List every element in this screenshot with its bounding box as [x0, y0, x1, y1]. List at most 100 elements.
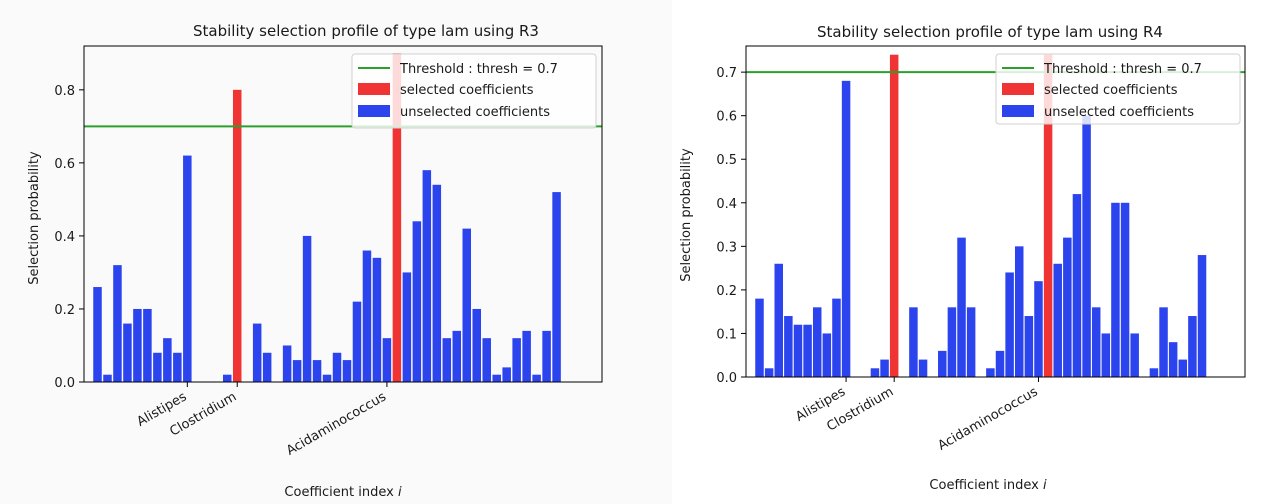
unselected-bar [966, 307, 976, 377]
selected-bar [232, 89, 242, 382]
legend-selected-swatch [358, 83, 390, 95]
plot-frame [745, 45, 1246, 378]
unselected-bar [1091, 307, 1101, 377]
unselected-bar [870, 368, 880, 377]
unselected-bar [918, 359, 928, 377]
legend-unselected-label: unselected coefficients [400, 105, 550, 120]
stability-chart-r3: Stability selection profile of type lam … [27, 22, 603, 500]
legend: Threshold : thresh = 0.7 selected coeffic… [351, 53, 597, 129]
legend-threshold-label: Threshold : thresh = 0.7 [1043, 62, 1202, 77]
y-tick-label: 0.4 [716, 197, 737, 212]
unselected-bar [764, 368, 774, 377]
chart-title: Stability selection profile of type lam … [817, 23, 1163, 41]
unselected-bar [841, 80, 851, 377]
unselected-bar [1014, 246, 1024, 377]
unselected-bar [442, 338, 452, 382]
unselected-bar [1197, 255, 1207, 377]
unselected-bar [1188, 316, 1197, 377]
unselected-bar [957, 237, 966, 377]
legend-selected-label: selected coefficients [400, 83, 534, 98]
x-axis-label: Coefficient index i [284, 485, 402, 500]
unselected-bar [1130, 333, 1139, 377]
y-tick-label: 0.8 [54, 84, 75, 99]
y-tick-label: 0.0 [54, 376, 75, 391]
unselected-bar [183, 155, 192, 382]
legend-unselected-swatch [1002, 105, 1034, 117]
x-axis-label-text: Coefficient index [284, 485, 398, 500]
unselected-bar [1082, 115, 1091, 378]
unselected-bar [1053, 263, 1062, 377]
unselected-bar [522, 330, 531, 382]
unselected-bar [1168, 342, 1178, 377]
unselected-bar [402, 272, 412, 382]
unselected-bar [552, 192, 561, 382]
legend-selected-swatch [1002, 83, 1034, 95]
x-axis-label-variable: i [1043, 478, 1047, 493]
unselected-bar [302, 235, 312, 382]
unselected-bar [262, 352, 272, 382]
unselected-bar [113, 265, 122, 382]
unselected-bar [947, 307, 957, 377]
unselected-bar [784, 316, 793, 377]
unselected-bar [995, 350, 1005, 377]
legend-box [995, 53, 1241, 125]
unselected-bar [1159, 307, 1168, 377]
unselected-bar [803, 324, 812, 377]
x-axis-label-variable: i [398, 485, 402, 500]
unselected-bar [880, 359, 889, 377]
unselected-bar [755, 298, 764, 377]
unselected-bar [909, 307, 918, 377]
unselected-bar [1072, 194, 1082, 377]
y-tick-label: 0.3 [716, 240, 737, 255]
unselected-bar [1149, 368, 1159, 377]
unselected-bar [352, 301, 362, 382]
y-tick-label: 0.2 [716, 284, 737, 299]
plot-frame [83, 45, 603, 383]
y-axis-label: Selection probability [679, 148, 694, 282]
unselected-bar [793, 324, 803, 377]
stability-chart-r4: Stability selection profile of type lam … [679, 23, 1246, 493]
unselected-bar [252, 323, 262, 382]
unselected-bar [774, 263, 783, 377]
unselected-bar [362, 250, 372, 382]
unselected-bar [322, 374, 332, 382]
y-tick-label: 0.5 [716, 153, 737, 168]
y-tick-label: 0.0 [716, 371, 737, 386]
unselected-bar [222, 374, 232, 382]
unselected-bar [1111, 202, 1120, 377]
legend-unselected-label: unselected coefficients [1044, 105, 1194, 120]
y-axis-ticks: 0.0 0.1 0.2 0.3 0.4 0.5 0.6 0.7 [716, 66, 746, 386]
chart-title: Stability selection profile of type lam … [193, 22, 539, 40]
legend: Threshold : thresh = 0.7 selected coeffic… [995, 53, 1241, 125]
legend-unselected-swatch [358, 105, 390, 117]
unselected-bar [1034, 281, 1043, 377]
unselected-bar [332, 352, 342, 382]
unselected-bar [482, 338, 491, 382]
unselected-bar [103, 374, 112, 382]
unselected-bar [462, 228, 472, 382]
unselected-bar [822, 333, 832, 377]
unselected-bar [123, 323, 132, 382]
y-tick-label: 0.7 [716, 66, 737, 81]
bars [93, 53, 561, 383]
unselected-bar [432, 184, 442, 382]
legend-threshold-label: Threshold : thresh = 0.7 [399, 62, 558, 77]
unselected-bar [1120, 202, 1130, 377]
legend-box [351, 53, 597, 129]
unselected-bar [282, 345, 292, 382]
unselected-bar [1178, 359, 1188, 377]
unselected-bar [812, 307, 822, 377]
selected-bar [889, 54, 899, 378]
unselected-bar [372, 257, 382, 382]
x-tick-label: Acidaminococcus [936, 384, 1041, 453]
unselected-bar [512, 338, 521, 382]
y-tick-label: 0.1 [716, 327, 737, 342]
unselected-bar [542, 330, 551, 382]
unselected-bar [312, 360, 322, 382]
y-axis-label: Selection probability [27, 151, 42, 285]
legend-selected-label: selected coefficients [1044, 83, 1178, 98]
unselected-bar [133, 308, 142, 382]
unselected-bar [472, 308, 481, 382]
